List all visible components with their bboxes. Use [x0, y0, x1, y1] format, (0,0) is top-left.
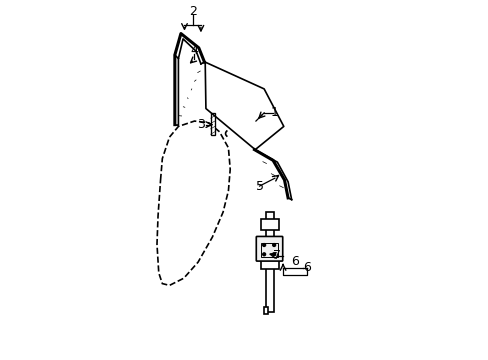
Bar [260, 258, 279, 269]
Bar [260, 243, 277, 257]
Text: 6: 6 [291, 255, 299, 267]
Circle shape [272, 253, 275, 256]
FancyBboxPatch shape [256, 237, 282, 261]
Text: 4: 4 [190, 44, 198, 57]
Circle shape [262, 253, 265, 256]
Bar [265, 212, 273, 312]
Text: 1: 1 [270, 106, 278, 120]
Text: 7: 7 [272, 249, 281, 262]
Circle shape [262, 244, 265, 247]
Bar [264, 307, 268, 314]
Text: 2: 2 [188, 5, 196, 18]
Bar [260, 219, 279, 230]
Bar [210, 113, 214, 135]
Circle shape [272, 244, 275, 247]
Text: 6: 6 [303, 261, 310, 274]
Text: 3: 3 [196, 118, 204, 131]
Text: 5: 5 [255, 180, 263, 193]
